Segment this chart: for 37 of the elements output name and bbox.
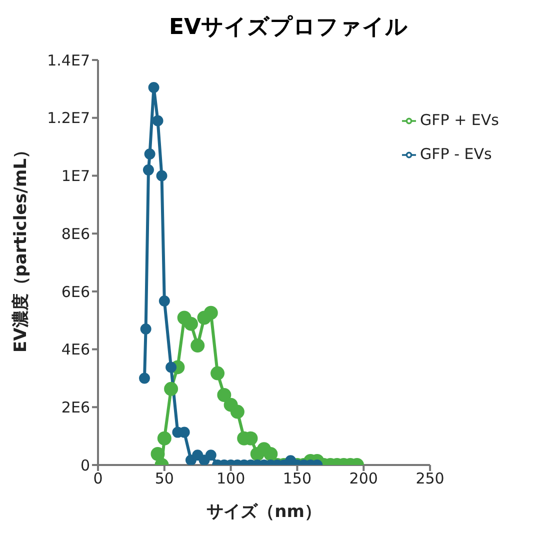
point [204, 306, 218, 320]
legend-label: GFP + EVs [420, 111, 499, 129]
y-tick-label: 2E6 [61, 398, 90, 416]
point [210, 366, 225, 380]
x-axis-title: サイズ（nm） [206, 502, 322, 522]
point [166, 362, 177, 373]
point [158, 295, 170, 306]
x-tick-label: 150 [282, 470, 312, 488]
point [156, 170, 168, 182]
point [138, 372, 150, 384]
y-tick-label: 6E6 [61, 282, 90, 301]
legend-label: GFP - EVs [420, 145, 492, 163]
chart-title: EVサイズプロファイル [168, 14, 410, 42]
point [144, 148, 156, 160]
x-tick-label: 250 [416, 470, 444, 488]
y-tick-label: 8E6 [61, 224, 90, 243]
point [285, 455, 296, 465]
x-tick-label: 100 [216, 470, 246, 488]
y-tick-label: 1.4E7 [47, 51, 90, 70]
x-tick-label: 0 [93, 470, 103, 488]
point [142, 164, 154, 176]
point [198, 454, 210, 465]
x-tick-label: 50 [154, 470, 174, 488]
point [184, 316, 198, 331]
y-axis-title: EV濃度（particles/mL） [11, 141, 32, 352]
y-tick-label: 1E7 [61, 167, 90, 186]
point [164, 382, 178, 396]
x-tick-label: 200 [349, 470, 378, 488]
point [190, 338, 205, 353]
y-tick-label: 4E6 [61, 340, 90, 359]
point [230, 404, 244, 419]
y-tick-label: 1.2E7 [47, 109, 90, 128]
point [157, 431, 172, 446]
y-tick-label: 0 [80, 456, 90, 474]
point [217, 388, 232, 402]
point [140, 324, 152, 335]
point [185, 454, 196, 465]
